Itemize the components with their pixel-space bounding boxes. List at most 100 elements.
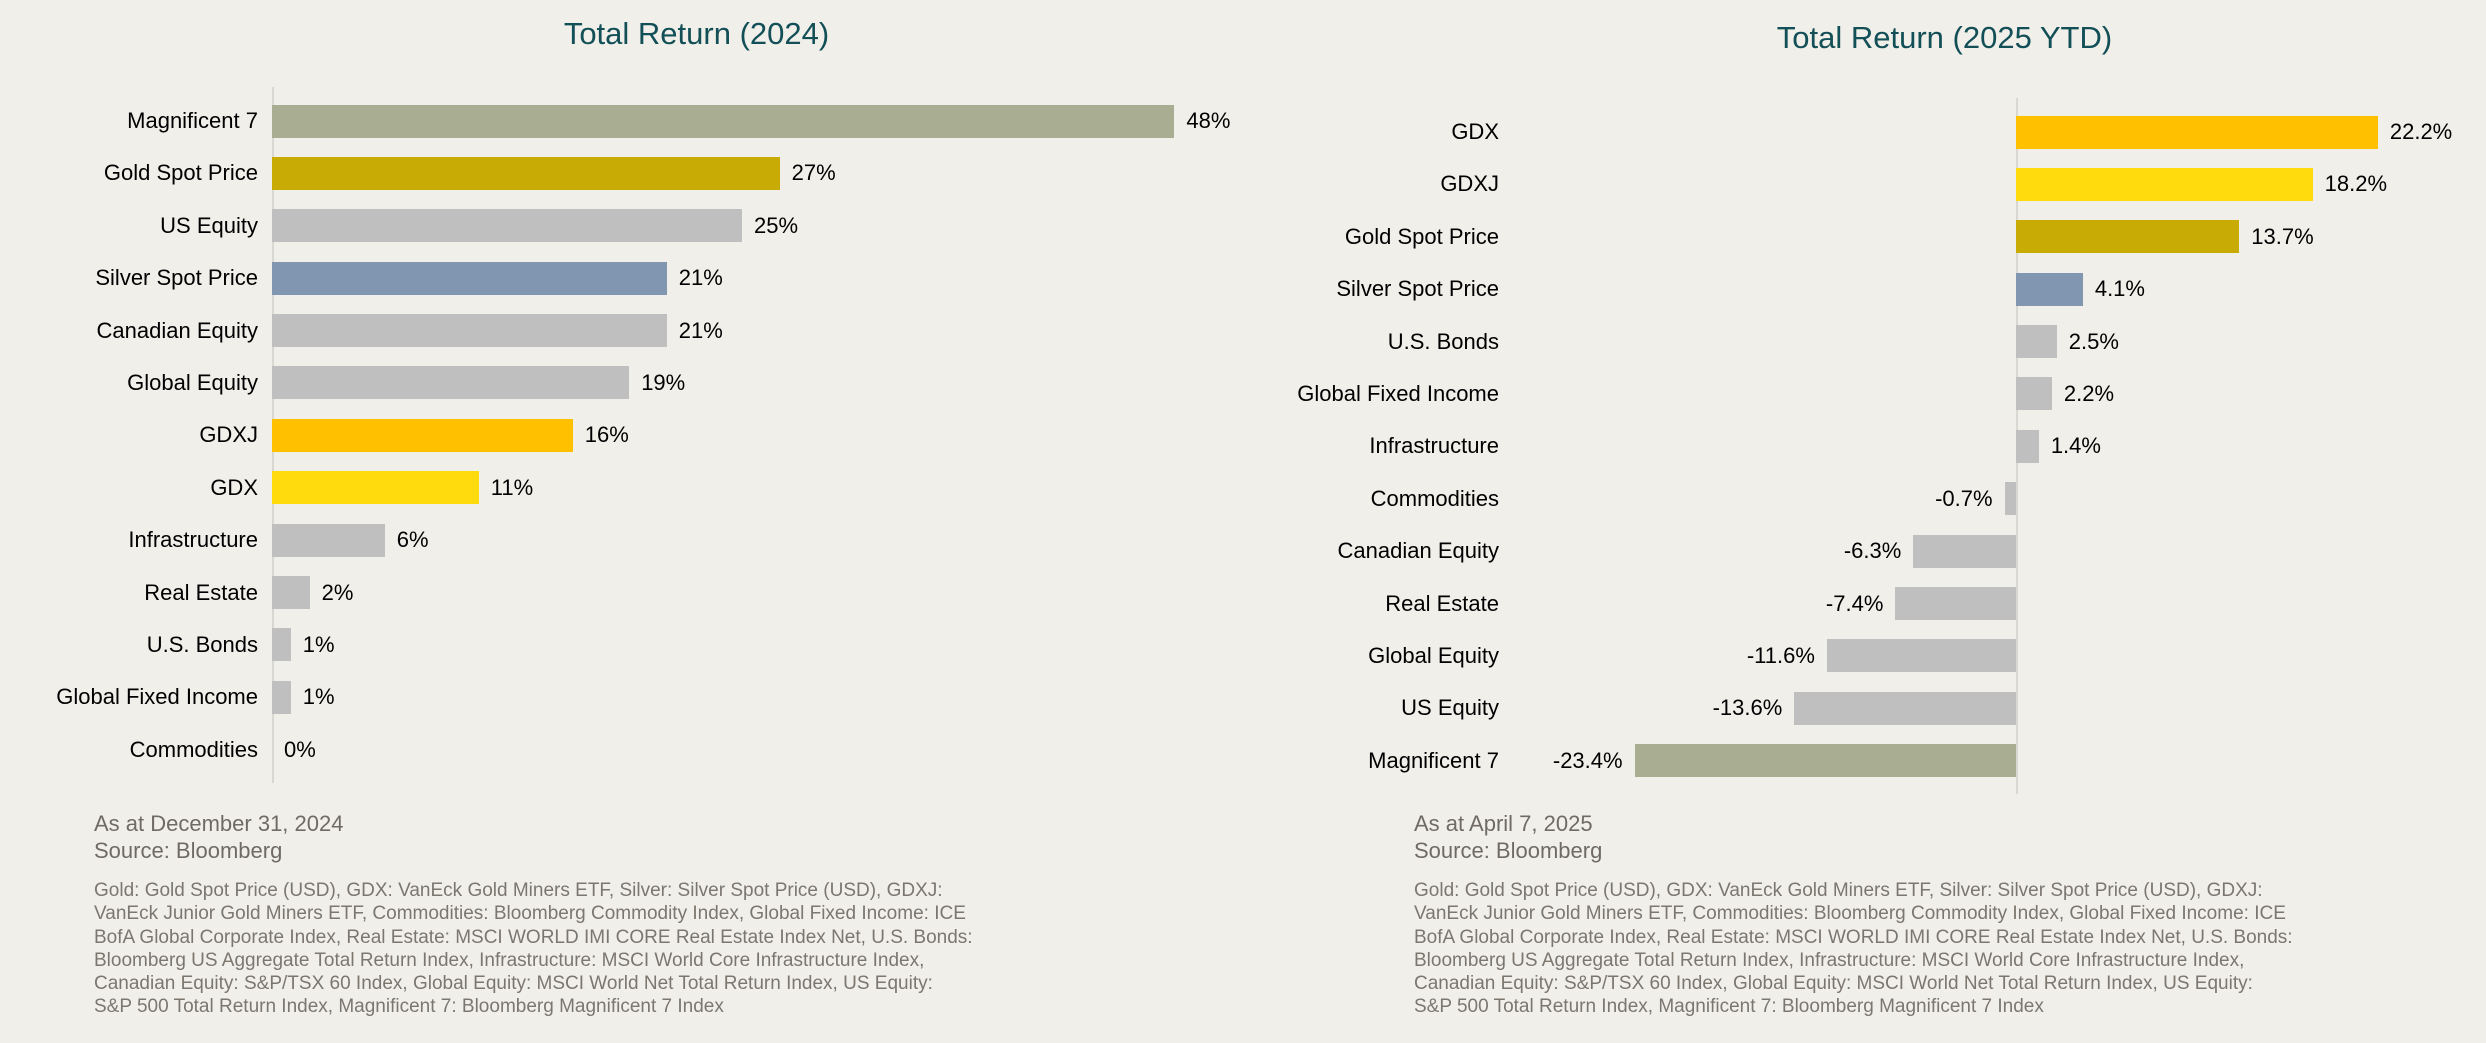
bar [272,314,667,348]
bar-row: Magnificent 7 -23.4% [1243,735,2486,787]
footnote-line: BofA Global Corporate Index, Real Estate… [1414,926,2293,948]
as-at-date: As at April 7, 2025 [1414,811,1593,836]
bar-row: US Equity -13.6% [1243,682,2486,734]
value-label: 6% [396,527,429,553]
value-label: 25% [754,212,799,238]
bar [272,418,573,452]
bar-rows: GDX 22.2% GDXJ 18.2% Gold Spot Price 13.7% Sil… [1243,106,2486,787]
bar-plot-cell: 21% [272,252,1243,304]
bar [272,576,310,610]
bar [272,209,742,243]
bar-row: Global Equity 19% [0,357,1243,409]
category-label: GDXJ [1440,171,1499,197]
bar-plot-cell: 2% [272,567,1243,619]
footnote-line: VanEck Junior Gold Miners ETF, Commoditi… [1414,903,2286,925]
category-label: Global Equity [127,369,258,395]
bar [2016,377,2052,411]
footnote-asat-source: As at December 31, 2024 Source: Bloomber… [94,810,343,864]
category-label: Magnificent 7 [127,108,258,133]
value-label: 4.1% [2094,276,2145,302]
bar [272,680,291,714]
footnote-line: Gold: Gold Spot Price (USD), GDX: VanEck… [1414,880,2263,901]
bar-row: Canadian Equity -6.3% [1243,525,2486,577]
bar-plot-cell: -7.4% [1513,578,2486,630]
bar-row: Silver Spot Price 4.1% [1243,263,2486,315]
footnote-line: Canadian Equity: S&P/TSX 60 Index, Globa… [94,973,933,995]
bar [2004,482,2016,516]
chart-title: Total Return (2025 YTD) [1776,20,2113,55]
category-label: Infrastructure [128,527,258,553]
footnote-line: S&P 500 Total Return Index, Magnificent … [1414,996,2044,1018]
bar [272,366,630,400]
bar [2016,220,2240,254]
bar [272,156,780,190]
bar-plot-cell: -6.3% [1513,525,2486,577]
bar-plot-cell: 11% [272,462,1243,514]
bar [1913,534,2016,568]
value-label: 2.5% [2068,328,2119,354]
value-label: 11% [490,474,534,500]
bar-row: Commodities 0% [0,724,1243,776]
category-label: GDX [210,474,258,500]
category-label: Real Estate [144,579,258,605]
value-label: 19% [641,369,686,395]
source-line: Source: Bloomberg [94,838,283,863]
category-label: Global Fixed Income [1297,380,1499,406]
footnote-line: BofA Global Corporate Index, Real Estate… [94,926,973,948]
bar-row: Infrastructure 6% [0,514,1243,566]
bar-plot-cell: 6% [272,514,1243,566]
value-label: 27% [791,160,836,186]
bar [1634,744,2016,778]
value-label: 48% [1186,108,1231,133]
bar-row: GDX 22.2% [1243,106,2486,158]
bar-row: Global Fixed Income 1% [0,671,1243,723]
bar-row: GDXJ 18.2% [1243,158,2486,210]
bar [1794,691,2016,725]
bar-plot-cell: 0% [272,724,1243,776]
bar [2016,272,2083,306]
bar [2016,429,2039,463]
bar-plot-cell: -0.7% [1513,473,2486,525]
bar [1895,587,2016,621]
chart-panel-2024: Total Return (2024) Magnificent 7 48% Gold… [0,16,1243,1017]
bar-row: Global Equity -11.6% [1243,630,2486,682]
bar-row: Real Estate -7.4% [1243,578,2486,630]
bar-row: US Equity 25% [0,200,1243,252]
category-label: Magnificent 7 [1368,747,1499,773]
category-label: GDXJ [199,422,258,448]
bar-row: U.S. Bonds 2.5% [1243,316,2486,368]
value-label: 1.4% [2050,433,2101,459]
bar-row: Infrastructure 1.4% [1243,420,2486,472]
bar-plot-cell: 19% [272,357,1243,409]
footnote-line: Canadian Equity: S&P/TSX 60 Index, Globa… [1414,973,2253,995]
category-label: Commodities [129,736,258,762]
value-label: 18.2% [2324,171,2388,197]
bar-plot-cell: 1% [272,619,1243,671]
value-label: -11.6% [1746,642,1815,668]
bar-row: GDXJ 16% [0,409,1243,461]
bar-plot-cell: -11.6% [1513,630,2486,682]
footnote-line: VanEck Junior Gold Miners ETF, Commoditi… [94,903,966,925]
bar-plot-cell: 1.4% [1513,420,2486,472]
bar-row: Gold Spot Price 13.7% [1243,211,2486,263]
category-label: U.S. Bonds [1387,328,1499,354]
category-label: U.S. Bonds [146,631,258,657]
bar-plot-cell: 18.2% [1513,158,2486,210]
bar-rows: Magnificent 7 48% Gold Spot Price 27% US Equ… [0,95,1243,776]
bar-row: Gold Spot Price 27% [0,147,1243,199]
category-label: Gold Spot Price [1344,223,1499,249]
bar-plot-cell: -13.6% [1513,682,2486,734]
value-label: 21% [678,265,723,291]
footnote-description: Gold: Gold Spot Price (USD), GDX: VanEck… [1414,879,2293,1019]
value-label: 1% [302,684,335,710]
bar-plot-cell: 16% [272,409,1243,461]
bar [2016,115,2378,149]
value-label: -13.6% [1712,695,1783,721]
category-label: Canadian Equity [1337,538,1499,564]
value-label: -6.3% [1843,538,1902,564]
category-label: Global Equity [1368,642,1499,668]
category-label: US Equity [160,212,258,238]
bar-plot-cell: 2.5% [1513,316,2486,368]
category-label: Gold Spot Price [103,160,258,186]
chart-panel-2025-ytd: Total Return (2025 YTD) GDX 22.2% GDXJ 18.2… [1243,0,2486,1043]
